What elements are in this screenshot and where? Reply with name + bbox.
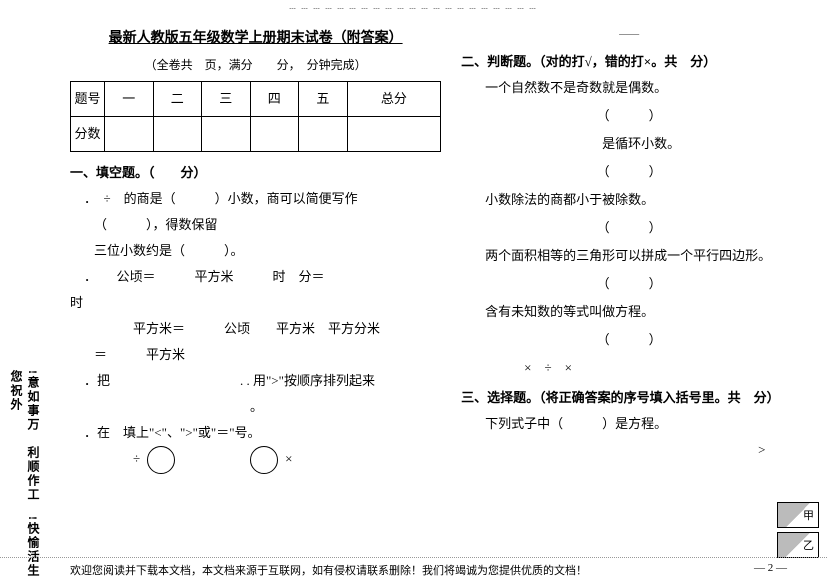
score-col-4: 四 xyxy=(250,82,299,117)
judge-2-paren: （ ） xyxy=(461,159,797,185)
score-head-fenshu: 分数 xyxy=(71,117,105,152)
section-2-heading: 二、判断题。（对的打√，错的打×。共 分） xyxy=(461,49,797,75)
left-column: 最新人教版五年级数学上册期末试卷（附答案） （全卷共 页，满分 分， 分钟完成）… xyxy=(60,25,451,584)
q4-line-a: ．在 填上"<"、">"或"＝"号。 xyxy=(84,420,441,446)
score-col-total: 总分 xyxy=(347,82,441,117)
triangle-figures: 甲 乙 xyxy=(777,498,819,558)
q2-line-c: 平方米＝ 公顷 平方米 平方分米 xyxy=(94,316,441,342)
score-cell-total xyxy=(347,117,441,152)
judge-3: 小数除法的商都小于被除数。 xyxy=(485,187,797,213)
q4-expr-right: × xyxy=(285,451,292,466)
page-footer: 欢迎您阅读并下载本文档，本文档来源于互联网，如有侵权请联系删除！我们将竭诚为您提… xyxy=(0,557,827,578)
q3-line-a: ．把 . . 用">"按顺序排列起来 xyxy=(84,368,441,394)
judge-5: 含有未知数的等式叫做方程。 xyxy=(485,299,797,325)
q4-line-b: ÷ × xyxy=(94,446,441,474)
q2-line-a: ． 公顷＝ 平方米 时 分＝ xyxy=(84,264,441,290)
judge-5-paren: （ ） xyxy=(461,327,797,353)
judge-2: 是循环小数。 xyxy=(485,131,797,157)
footer-page-number: — 2 — xyxy=(754,562,787,578)
q1-line-b: （ ），得数保留 xyxy=(94,212,441,238)
triangle-yi-label: 乙 xyxy=(803,537,814,553)
score-table: 题号 一 二 三 四 五 总分 分数 xyxy=(70,81,441,152)
judge-1: 一个自然数不是奇数就是偶数。 xyxy=(485,75,797,101)
score-col-3: 三 xyxy=(202,82,251,117)
score-col-5: 五 xyxy=(299,82,348,117)
doc-subtitle: （全卷共 页，满分 分， 分钟完成） xyxy=(70,53,441,77)
judge-4-paren: （ ） xyxy=(461,271,797,297)
choice-1-opts: > xyxy=(485,437,797,463)
score-cell-4 xyxy=(250,117,299,152)
triangle-jia: 甲 xyxy=(777,502,819,528)
q3-line-b: 。 xyxy=(94,394,441,420)
triangle-jia-label: 甲 xyxy=(803,507,814,523)
footer-left: 欢迎您阅读并下载本文档，本文档来源于互联网，如有侵权请联系删除！我们将竭诚为您提… xyxy=(70,562,587,578)
right-top-dash: —— xyxy=(461,25,797,45)
score-col-1: 一 xyxy=(105,82,154,117)
q4-expr-left: ÷ xyxy=(94,451,140,466)
score-col-2: 二 xyxy=(153,82,202,117)
score-cell-1 xyxy=(105,117,154,152)
compare-circle-2 xyxy=(250,446,278,474)
page-body: 最新人教版五年级数学上册期末试卷（附答案） （全卷共 页，满分 分， 分钟完成）… xyxy=(0,0,827,584)
q1-line-a: ． ÷ 的商是（ ）小数，商可以简便写作 xyxy=(84,186,441,212)
score-cell-3 xyxy=(202,117,251,152)
q1-line-c: 三位小数约是（ ）。 xyxy=(94,238,441,264)
choice-1: 下列式子中（ ）是方程。 xyxy=(485,411,797,437)
right-column: —— 二、判断题。（对的打√，错的打×。共 分） 一个自然数不是奇数就是偶数。 … xyxy=(451,25,807,584)
section-1-heading: 一、填空题。（ 分） xyxy=(70,160,441,186)
compare-circle-1 xyxy=(147,446,175,474)
judge-1-paren: （ ） xyxy=(461,103,797,129)
score-cell-5 xyxy=(299,117,348,152)
q2-line-d: ＝ 平方米 xyxy=(94,342,441,368)
judge-expr: × ÷ × xyxy=(485,355,797,381)
judge-3-paren: （ ） xyxy=(461,215,797,241)
score-head-tihao: 题号 xyxy=(71,82,105,117)
doc-title: 最新人教版五年级数学上册期末试卷（附答案） xyxy=(70,25,441,53)
q2-line-b: 时 xyxy=(70,290,441,316)
judge-4: 两个面积相等的三角形可以拼成一个平行四边形。 xyxy=(485,243,797,269)
section-3-heading: 三、选择题。（将正确答案的序号填入括号里。共 分） xyxy=(461,385,797,411)
triangle-yi: 乙 xyxy=(777,532,819,558)
score-cell-2 xyxy=(153,117,202,152)
